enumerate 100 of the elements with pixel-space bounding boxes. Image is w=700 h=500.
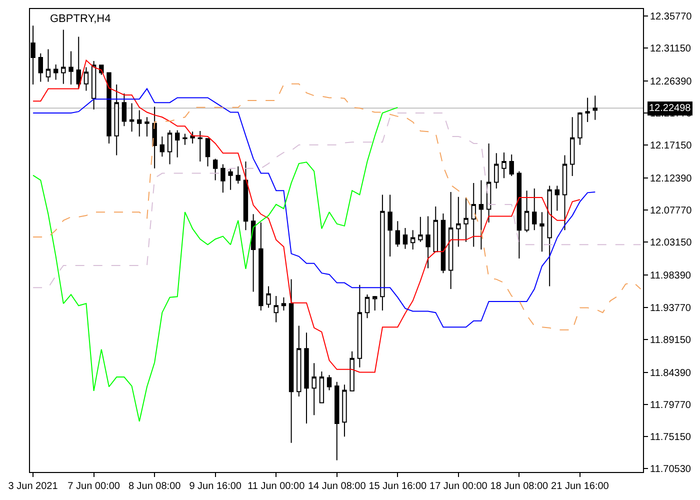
candlestick — [46, 48, 51, 82]
y-tick-label: 12.03150 — [650, 238, 692, 249]
candlestick — [516, 170, 522, 260]
candlestick — [334, 381, 340, 461]
candlestick — [137, 110, 142, 138]
candlestick — [509, 154, 514, 177]
candlestick — [258, 222, 264, 311]
candlestick — [350, 350, 354, 392]
candlestick — [91, 60, 96, 110]
candlestick — [167, 130, 172, 165]
candlestick — [578, 112, 582, 146]
candlestick — [570, 116, 575, 177]
y-tick-label: 12.31150 — [650, 44, 692, 55]
candlestick — [53, 64, 58, 80]
x-tick-label: 7 Jun 00:00 — [68, 481, 120, 492]
candlestick — [464, 197, 468, 242]
candlestick — [220, 164, 226, 194]
y-tick-label: 11.75150 — [650, 432, 692, 443]
candlestick — [144, 116, 150, 138]
candlestick — [250, 214, 256, 292]
line-series — [32, 112, 642, 288]
candlestick — [243, 160, 248, 231]
candlestick — [304, 332, 309, 424]
candlestick — [456, 196, 461, 248]
candlestick — [106, 72, 112, 144]
x-tick-label: 3 Jun 2021 — [8, 481, 58, 492]
candlestick — [440, 212, 446, 274]
candlestick — [585, 97, 590, 122]
line-series — [32, 60, 580, 373]
candlestick — [296, 325, 302, 397]
candlestick — [402, 228, 408, 250]
candlestick — [68, 50, 74, 86]
chart-title: GBPTRY,H4 — [50, 13, 111, 25]
candlestick — [562, 154, 568, 231]
y-tick-label: 11.93770 — [650, 302, 692, 314]
candlestick — [160, 136, 165, 158]
candlestick — [182, 133, 188, 146]
candlestick — [418, 216, 423, 242]
candlestick — [312, 362, 316, 416]
candlestick — [228, 168, 233, 190]
candlestick — [388, 194, 392, 257]
candlestick — [205, 138, 210, 167]
x-tick-label: 8 Jun 08:00 — [128, 481, 182, 492]
candlestick — [281, 296, 286, 311]
y-tick-label: 11.70530 — [650, 464, 692, 475]
candlestick — [395, 220, 400, 248]
candlestick — [61, 29, 66, 84]
candlestick — [471, 182, 476, 248]
candlestick — [592, 95, 598, 120]
candlestick — [326, 374, 332, 391]
candlestick — [410, 230, 416, 250]
y-tick-label: 11.84390 — [650, 368, 692, 379]
candlestick — [532, 188, 537, 231]
x-tick-label: 11 Jun 00:00 — [248, 481, 306, 492]
candlestick — [198, 130, 203, 162]
line-series — [32, 106, 398, 422]
y-tick-label: 12.12390 — [650, 174, 692, 185]
x-tick-label: 15 Jun 16:00 — [368, 481, 427, 492]
candlestick — [76, 36, 81, 90]
candlestick — [364, 294, 370, 319]
candlestick — [478, 180, 484, 250]
candlestick — [342, 384, 347, 438]
candlestick — [486, 142, 492, 223]
candlestick — [274, 295, 278, 323]
candlestick — [152, 106, 157, 169]
y-tick-label: 11.79770 — [650, 400, 692, 411]
x-tick-label: 17 Jun 00:00 — [430, 481, 488, 492]
y-tick-label: 12.07770 — [650, 206, 692, 217]
candlestick — [84, 66, 89, 92]
candlestick — [129, 102, 134, 132]
y-tick-label: 12.17150 — [650, 140, 692, 152]
candlestick — [38, 52, 43, 82]
y-tick-label: 12.26390 — [650, 76, 692, 88]
candlestick — [524, 190, 530, 233]
candlestick — [266, 286, 271, 308]
candlestick — [540, 212, 544, 252]
y-tick-label: 11.89150 — [650, 334, 692, 346]
y-tick-label: 12.35770 — [650, 12, 692, 23]
candlestick — [357, 284, 362, 368]
candlestick — [380, 194, 385, 311]
candlestick — [122, 93, 127, 127]
candlestick — [114, 84, 119, 156]
candlestick — [236, 166, 240, 184]
x-tick-label: 9 Jun 16:00 — [189, 481, 242, 492]
candlestick — [372, 295, 378, 311]
y-tick-label: 11.98390 — [650, 270, 692, 282]
candlestick — [554, 185, 560, 212]
candlestick — [190, 131, 195, 144]
ref-line-label: 12.22498 — [649, 103, 692, 114]
candlestick — [502, 152, 506, 179]
candlestick — [547, 185, 552, 287]
x-tick-label: 18 Jun 08:00 — [490, 481, 549, 492]
x-tick-label: 21 Jun 16:00 — [551, 481, 610, 492]
candlestick — [175, 130, 180, 158]
candlestick — [448, 191, 454, 290]
x-tick-label: 14 Jun 08:00 — [308, 481, 366, 492]
candlestick — [494, 152, 499, 190]
candlestick — [212, 158, 218, 181]
candlestick — [319, 371, 324, 404]
candlestick — [433, 206, 438, 252]
